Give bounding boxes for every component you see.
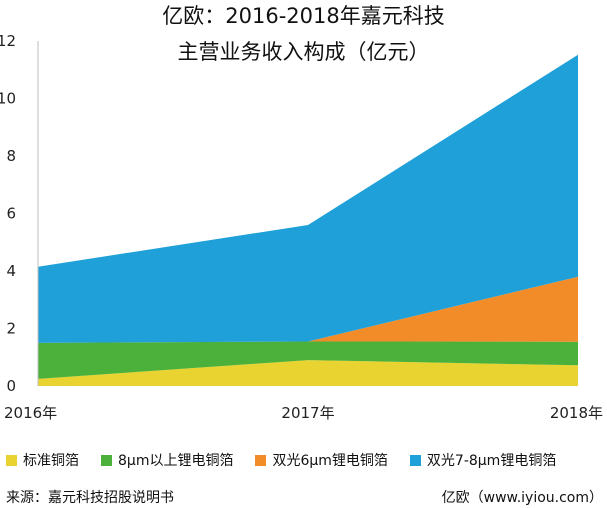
area-series-2 [38,276,578,343]
chart-title-line2: 主营业务收入构成（亿元） [177,40,430,64]
source-note: 来源：嘉元科技招股说明书 [6,490,174,506]
area-series-1 [38,341,578,379]
legend-label: 双光7-8μm锂电铜箔 [426,453,557,469]
chart-title-line1: 亿欧：2016-2018年嘉元科技 [162,4,445,28]
y-tick-label: 10 [0,90,16,108]
legend-item: 双光6μm锂电铜箔 [255,450,388,470]
legend-swatch [409,454,421,466]
legend-label: 双光6μm锂电铜箔 [272,453,388,469]
legend-item: 标准铜箔 [6,450,79,470]
y-tick-label: 0 [6,377,16,395]
y-tick-label: 8 [6,147,16,165]
legend-swatch [255,454,267,466]
legend-swatch [101,454,112,466]
area-series-0 [38,360,578,386]
credit-note: 亿欧（www.iyiou.com） [441,490,603,506]
legend-label: 8μm以上锂电铜箔 [118,453,234,469]
x-tick-label: 2016年 [4,404,57,422]
y-tick-label: 4 [6,262,16,280]
legend-item: 8μm以上锂电铜箔 [101,450,233,470]
x-tick-label: 2018年 [550,404,603,422]
area-series-3 [38,54,578,343]
y-tick-label: 2 [6,320,16,338]
x-tick-label: 2017年 [281,404,334,422]
y-tick-label: 12 [0,32,16,50]
y-tick-label: 6 [6,205,16,223]
legend-item: 双光7-8μm锂电铜箔 [409,450,557,470]
legend-swatch [6,454,17,466]
legend-label: 标准铜箔 [23,453,79,469]
chart-legend: 标准铜箔 8μm以上锂电铜箔 双光6μm锂电铜箔 双光7-8μm锂电铜箔 [6,450,607,470]
